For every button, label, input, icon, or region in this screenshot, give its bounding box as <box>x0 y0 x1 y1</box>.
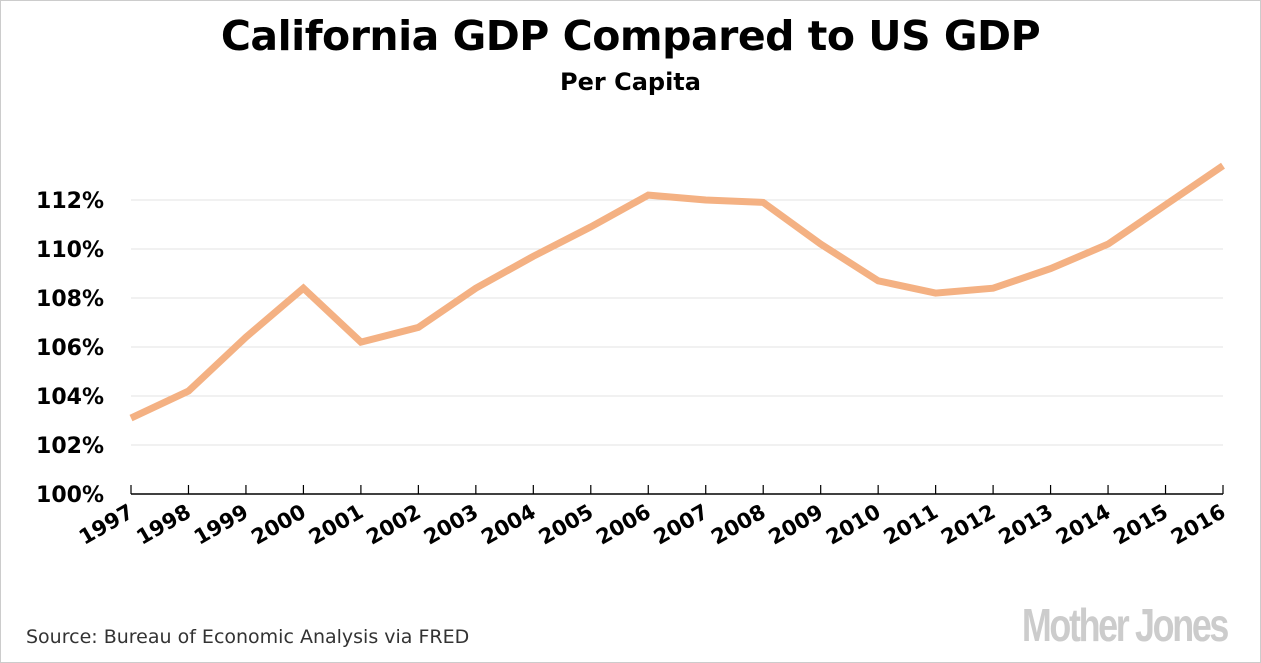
x-tick-label: 2008 <box>707 500 770 550</box>
x-tick-label: 2015 <box>1109 500 1172 550</box>
y-tick-label: 110% <box>36 238 104 263</box>
x-tick-label: 2003 <box>420 500 483 550</box>
series-line <box>129 162 1225 422</box>
x-tick-label: 2005 <box>535 500 598 550</box>
y-tick-label: 100% <box>36 483 104 508</box>
x-tick-label: 2011 <box>880 500 943 550</box>
y-axis: 100% 102% 104% 106% 108% 110% 112% <box>36 189 104 508</box>
x-tick-label: 2010 <box>822 500 885 550</box>
series-layer <box>129 162 1225 422</box>
source-note: Source: Bureau of Economic Analysis via … <box>26 626 470 648</box>
x-tick-label: 2007 <box>650 500 713 550</box>
x-tick-label: 1998 <box>132 500 195 550</box>
y-tick-label: 104% <box>36 385 104 410</box>
x-tick-label: 2006 <box>592 500 655 550</box>
x-tick-label: 2009 <box>765 500 828 550</box>
x-axis: 1997199819992000200120022003200420052006… <box>75 485 1230 550</box>
mother-jones-logo: Mother Jones <box>1021 599 1230 651</box>
gridlines <box>131 199 1223 446</box>
x-tick-label: 2012 <box>937 500 1000 550</box>
y-tick-label: 106% <box>36 336 104 361</box>
x-tick-label: 2004 <box>477 500 540 550</box>
x-tick-label: 2014 <box>1052 500 1115 550</box>
x-tick-label: 2001 <box>305 500 368 550</box>
y-tick-label: 108% <box>36 287 104 312</box>
x-tick-label: 2016 <box>1167 500 1230 550</box>
chart-subtitle: Per Capita <box>560 68 701 96</box>
y-tick-label: 112% <box>36 189 104 214</box>
x-tick-label: 2000 <box>247 500 310 550</box>
chart-title: California GDP Compared to US GDP <box>220 12 1041 60</box>
x-tick-label: 2002 <box>362 500 425 550</box>
x-tick-label: 2013 <box>994 500 1057 550</box>
y-tick-label: 102% <box>36 434 104 459</box>
x-tick-label: 1999 <box>190 500 253 550</box>
